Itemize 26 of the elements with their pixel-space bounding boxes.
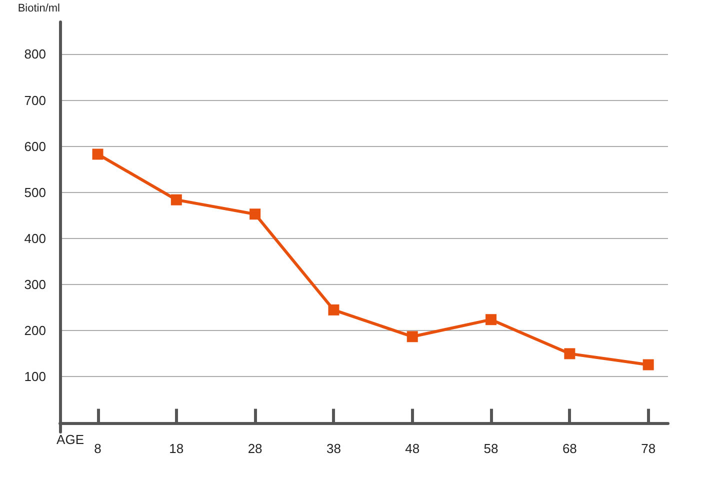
x-tick-label: 68	[562, 441, 577, 456]
point	[564, 348, 576, 360]
y-tick-label: 500	[24, 184, 46, 200]
point	[406, 331, 418, 342]
x-tick-label: 18	[169, 441, 184, 456]
y-tick-label: 100	[24, 369, 46, 384]
y-axis-title: Biotin/ml	[18, 2, 60, 14]
y-tick-label: 800	[24, 46, 46, 62]
y-tick-label: 400	[24, 231, 46, 246]
point	[328, 304, 340, 316]
y-tick-label: 300	[24, 277, 46, 292]
x-tick-label: 38	[326, 441, 341, 456]
point	[486, 314, 497, 326]
x-tick-label: 78	[641, 441, 656, 456]
x-tick-label: 58	[484, 441, 498, 456]
x-axis-title: AGE	[56, 432, 84, 447]
point	[250, 208, 261, 220]
point	[170, 194, 182, 206]
x-tick-label: 28	[248, 441, 262, 456]
point	[92, 148, 104, 160]
y-tick-label: 700	[24, 92, 46, 108]
y-tick-label: 200	[24, 323, 46, 338]
x-tick-label: 48	[405, 441, 420, 456]
y-tick-label: 600	[24, 138, 46, 154]
point	[642, 359, 654, 370]
x-tick-label: 8	[94, 441, 102, 456]
